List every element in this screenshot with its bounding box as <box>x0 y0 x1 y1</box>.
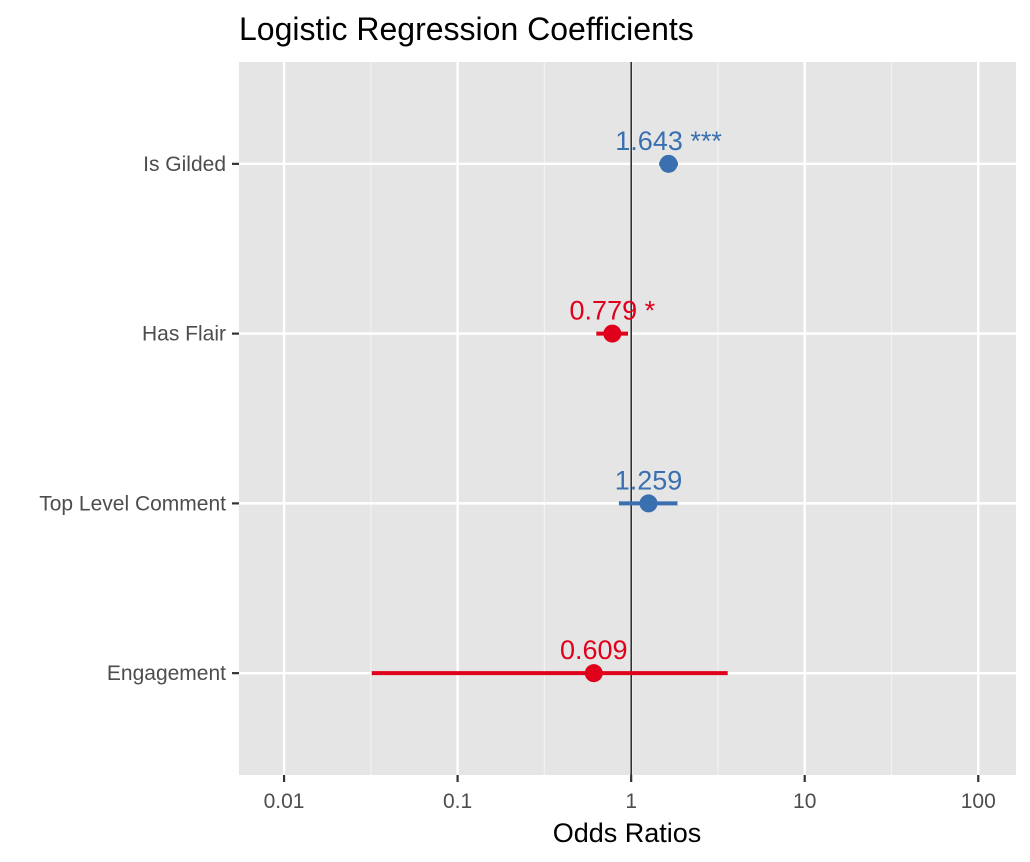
point-estimate <box>603 324 622 343</box>
x-tick-label: 1 <box>625 790 637 813</box>
point-estimate <box>659 154 678 173</box>
y-tick-label: Top Level Comment <box>39 492 226 515</box>
x-axis-label: Odds Ratios <box>553 818 702 848</box>
y-tick-label: Has Flair <box>142 323 226 346</box>
point-estimate <box>639 494 658 513</box>
plot-panel: Is Gilded Has Flair Top Level Comment Engag… <box>39 62 1016 813</box>
estimate-label: 1.259 <box>615 465 683 495</box>
x-tick-label: 10 <box>793 790 816 813</box>
chart-title: Logistic Regression Coefficients <box>239 11 694 47</box>
estimate-label: 0.779 * <box>570 296 656 326</box>
x-tick-label: 100 <box>961 790 996 813</box>
y-tick-label: Is Gilded <box>143 153 226 176</box>
y-tick-label: Engagement <box>107 662 226 685</box>
estimate-label: 1.643 *** <box>615 126 722 156</box>
point-estimate <box>584 664 603 683</box>
estimate-label: 0.609 <box>560 635 628 665</box>
x-tick-label: 0.01 <box>264 790 305 813</box>
x-tick-label: 0.1 <box>443 790 472 813</box>
panel-background <box>239 62 1016 775</box>
